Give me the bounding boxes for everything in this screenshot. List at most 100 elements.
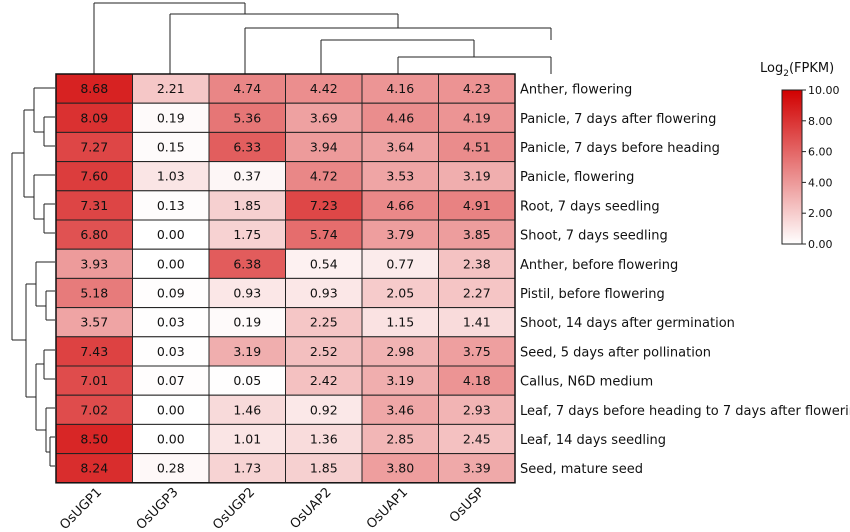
heatmap-cell (361, 307, 439, 338)
heatmap-cell (361, 336, 439, 367)
heatmap-cell (438, 219, 516, 250)
row-label: Anther, flowering (520, 83, 632, 98)
heatmap-cell (208, 277, 286, 309)
legend-tick-label: 2.00 (808, 207, 833, 220)
cell-value-label: 8.09 (80, 110, 108, 125)
heatmap-cell (438, 307, 516, 338)
cell-value-label: 4.72 (310, 169, 338, 184)
cell-value-label: 7.02 (80, 402, 108, 417)
heatmap-cell (361, 453, 439, 484)
legend-tick-label: 0.00 (808, 238, 833, 251)
cell-value-label: 4.16 (386, 81, 414, 96)
row-labels: Anther, flowering Panicle, 7 days after f… (520, 83, 850, 478)
cell-value-label: 7.01 (80, 373, 108, 388)
cell-value-label: 5.18 (80, 286, 108, 301)
heatmap-cell (285, 102, 363, 133)
cell-value-label: 2.45 (463, 432, 491, 447)
cell-value-label: 0.00 (157, 256, 185, 271)
heatmap-cell (55, 336, 133, 367)
cell-value-label: 0.77 (386, 256, 414, 271)
cell-value-label: 1.01 (233, 432, 261, 447)
heatmap-cell (132, 73, 210, 104)
cell-value-label: 3.93 (80, 256, 108, 271)
cell-value-label: 0.19 (233, 315, 261, 330)
cell-value-label: 5.74 (310, 227, 338, 242)
cell-value-label: 0.00 (157, 432, 185, 447)
heatmap-cell (361, 73, 439, 104)
cell-value-label: 0.00 (157, 402, 185, 417)
heatmap-cell (361, 102, 439, 133)
legend-title: Log2(FPKM) (760, 61, 834, 79)
cell-value-label: 1.41 (463, 315, 491, 330)
cell-value-label: 3.75 (463, 344, 491, 359)
cell-value-label: 2.93 (463, 402, 491, 417)
heatmap-cell (132, 277, 210, 309)
cell-value-label: 1.03 (157, 169, 185, 184)
cell-value-label: 0.15 (157, 140, 185, 155)
heatmap-cell (285, 307, 363, 338)
heatmap-cell (285, 423, 363, 455)
cell-value-label: 4.91 (463, 198, 491, 213)
column-label: OsUGP3 (134, 485, 182, 532)
cell-value-label: 1.73 (233, 461, 261, 476)
column-label: OsUAP2 (288, 485, 335, 532)
column-label: OsUGP2 (210, 485, 258, 532)
heatmap-cell (361, 277, 439, 309)
cell-value-label: 4.19 (463, 110, 491, 125)
cell-value-label: 2.98 (386, 344, 414, 359)
cell-value-label: 7.27 (80, 140, 108, 155)
row-label: Shoot, 7 days seedling (520, 229, 668, 244)
cell-value-label: 7.60 (80, 169, 108, 184)
cell-value-label: 0.03 (157, 344, 185, 359)
cell-value-label: 0.93 (233, 286, 261, 301)
heatmap-border (55, 73, 516, 484)
cell-value-label: 0.19 (157, 110, 185, 125)
heatmap-cell (132, 131, 210, 163)
cell-value-label: 1.85 (310, 461, 338, 476)
column-labels: OsUGP1 OsUGP3 OsUGP2 OsUAP2 OsUAP1 OsUSP (57, 485, 487, 532)
cell-value-label: 2.42 (310, 373, 338, 388)
cell-value-label: 4.51 (463, 140, 491, 155)
cell-value-label: 4.46 (386, 110, 414, 125)
heatmap-cell (132, 102, 210, 133)
cell-value-label: 6.80 (80, 227, 108, 242)
heatmap-cell (438, 248, 516, 279)
row-label: Seed, mature seed (520, 462, 643, 477)
cell-value-label: 8.50 (80, 432, 108, 447)
cell-value-label: 1.75 (233, 227, 261, 242)
cell-value-label: 6.33 (233, 140, 261, 155)
cell-value-label: 4.74 (233, 81, 261, 96)
row-dendrogram (11, 87, 55, 467)
cell-value-label: 4.66 (386, 198, 414, 213)
heatmap-cell (285, 394, 363, 425)
heatmap-cell (361, 248, 439, 279)
cell-value-label: 6.38 (233, 256, 261, 271)
legend-tick-label: 10.00 (808, 84, 840, 97)
cell-value-label: 7.31 (80, 198, 108, 213)
cell-value-label: 0.03 (157, 315, 185, 330)
cell-value-label: 2.21 (157, 81, 185, 96)
heatmap-cell (132, 394, 210, 425)
heatmap-cell (208, 248, 286, 279)
cell-value-label: 3.19 (386, 373, 414, 388)
heatmap-cells: 8.68 2.21 4.74 4.42 4.16 4.23 8.09 0.19 5.36 3.69… (55, 73, 516, 484)
heatmap-cell (438, 102, 516, 133)
legend-tick-label: 8.00 (808, 115, 833, 128)
cell-value-label: 1.15 (386, 315, 414, 330)
row-label: Anther, before flowering (520, 258, 678, 273)
cell-value-label: 0.28 (157, 461, 185, 476)
heatmap-cell (285, 219, 363, 250)
cell-value-label: 0.09 (157, 286, 185, 301)
color-scale-legend: Log2(FPKM) 10.00 8.00 6.00 4.00 2.00 0.00 (760, 61, 840, 251)
cell-value-label: 3.85 (463, 227, 491, 242)
heatmap-cell (132, 190, 210, 221)
cell-value-label: 5.36 (233, 110, 261, 125)
heatmap-cell (438, 190, 516, 221)
cell-value-label: 3.53 (386, 169, 414, 184)
heatmap-cell (132, 336, 210, 367)
cell-value-label: 3.79 (386, 227, 414, 242)
row-label: Panicle, 7 days after flowering (520, 112, 716, 127)
row-label: Leaf, 7 days before heading to 7 days af… (520, 404, 850, 419)
